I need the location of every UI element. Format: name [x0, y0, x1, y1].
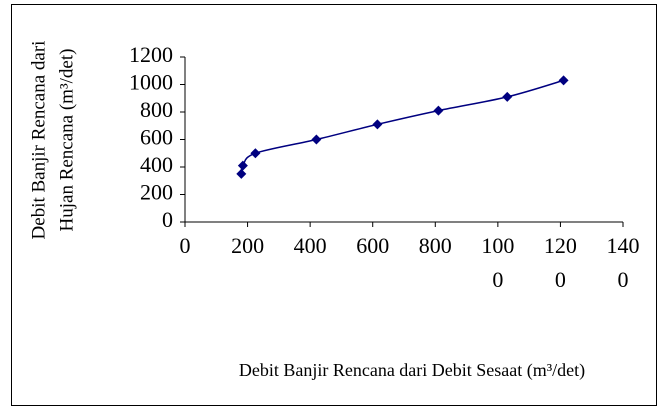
x-tick-label: 1000	[481, 233, 515, 292]
chart-frame	[11, 4, 657, 406]
y-tick-label: 0	[162, 207, 173, 232]
x-tick-label: 200	[231, 233, 265, 258]
point	[236, 168, 247, 179]
point	[558, 75, 569, 86]
point	[237, 160, 248, 171]
x-axis-label: Debit Banjir Rencana dari Debit Sesaat (…	[239, 360, 585, 381]
y-tick-label: 200	[140, 180, 173, 205]
point	[250, 148, 261, 159]
x-tick-label: 600	[356, 233, 390, 258]
point	[311, 134, 322, 145]
x-tick-label: 800	[418, 233, 452, 258]
y-tick-label: 600	[140, 125, 173, 150]
x-tick-label: 400	[293, 233, 327, 258]
x-tick-label: 1400	[606, 233, 640, 292]
y-axis-label: Hujan Rencana (m³/det)	[56, 49, 77, 232]
x-tick-label: 0	[179, 233, 191, 258]
y-tick-label: 1000	[129, 70, 173, 95]
y-tick-label: 800	[140, 97, 173, 122]
trend-line	[240, 79, 564, 175]
y-tick-label: 400	[140, 152, 173, 177]
point	[502, 91, 513, 102]
point	[372, 119, 383, 130]
point	[433, 105, 444, 116]
x-tick-label: 1200	[543, 233, 577, 292]
y-tick-label: 1200	[129, 42, 173, 67]
y-axis-label: Debit Banjir Rencana dari	[28, 41, 49, 240]
